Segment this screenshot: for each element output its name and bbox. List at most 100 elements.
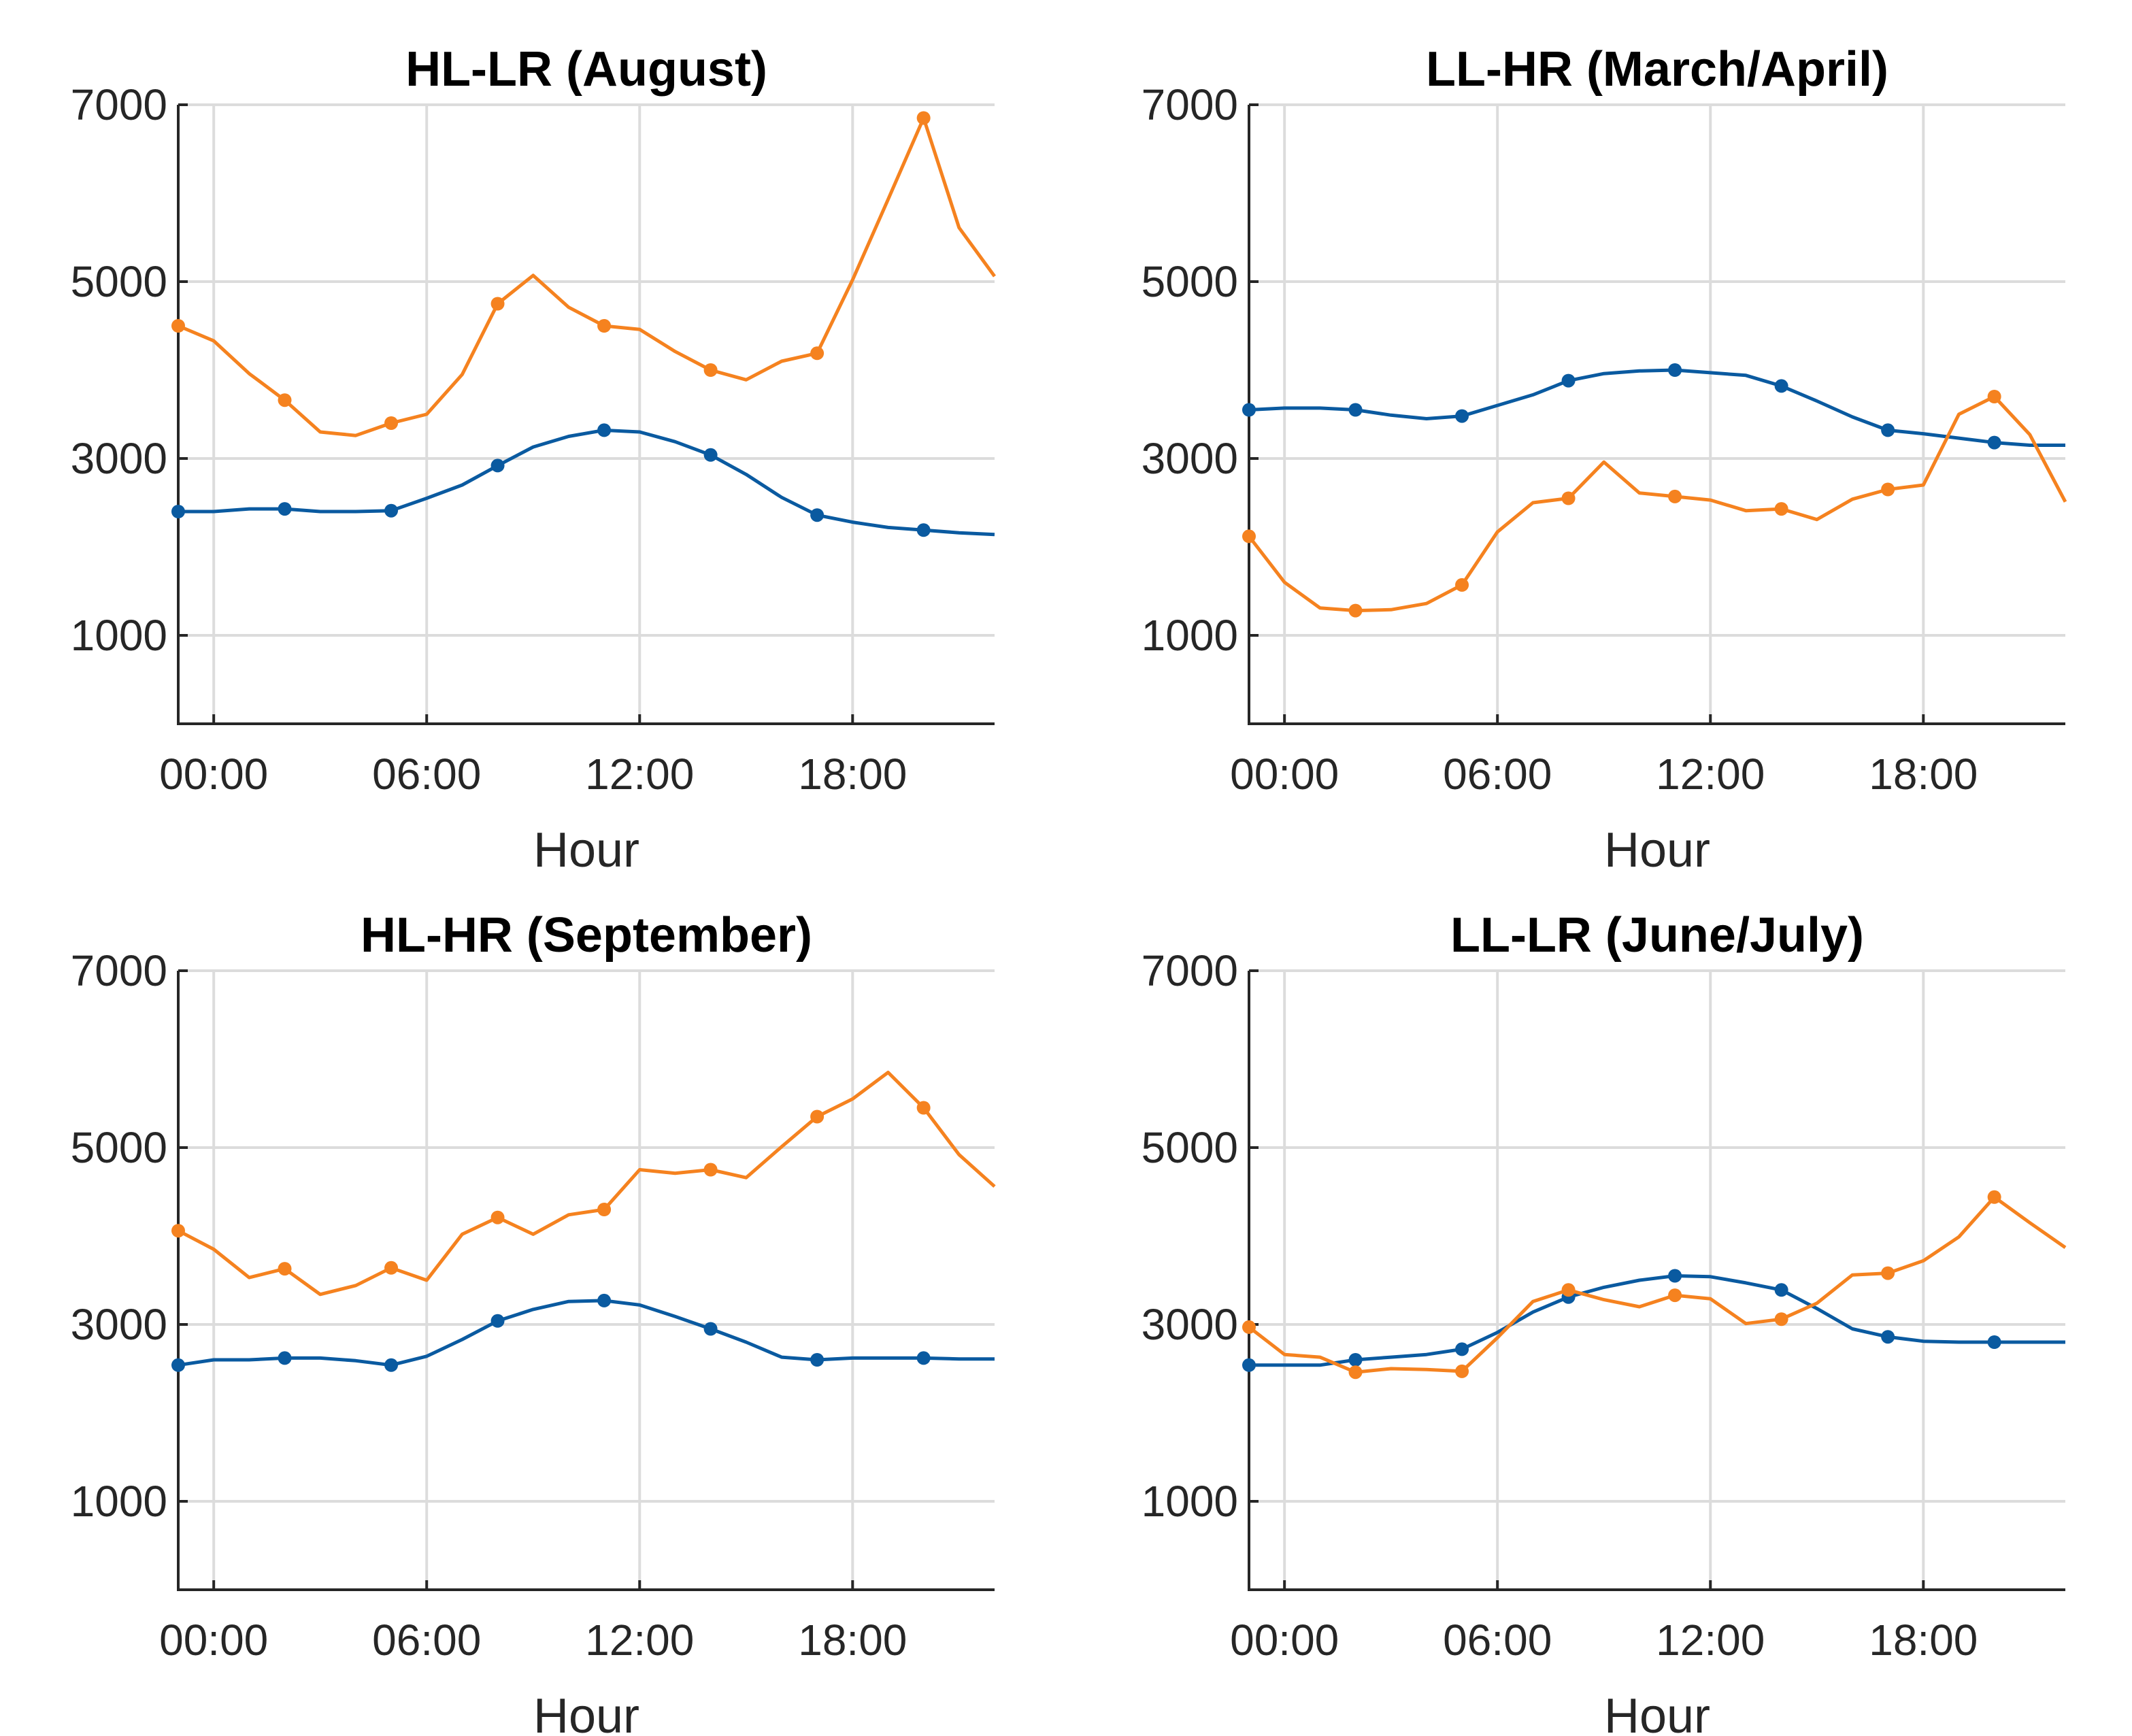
x-axis-label: Hour — [1604, 823, 1710, 878]
y-tick-label: 1000 — [1142, 1477, 1238, 1526]
data-point — [1668, 1269, 1682, 1283]
data-point — [384, 416, 399, 430]
x-tick-label: 06:00 — [1443, 750, 1552, 799]
y-tick-label: 5000 — [1142, 257, 1238, 306]
x-tick-label: 06:00 — [372, 1616, 481, 1665]
data-point — [278, 502, 292, 516]
data-point — [810, 508, 825, 522]
x-tick-label: 12:00 — [1656, 1616, 1765, 1665]
data-point — [1881, 482, 1895, 497]
data-point — [597, 319, 612, 333]
x-tick-label: 06:00 — [372, 750, 481, 799]
data-point — [810, 346, 825, 361]
series-a — [1242, 1269, 2065, 1372]
data-point — [597, 1293, 612, 1307]
x-tick-label: 18:00 — [798, 1616, 907, 1665]
data-point — [171, 1358, 185, 1372]
data-point — [1774, 1283, 1788, 1297]
y-tick-label: 7000 — [1142, 946, 1238, 995]
data-point — [1881, 1330, 1895, 1344]
series-line — [178, 428, 995, 537]
data-point — [171, 505, 185, 518]
data-point — [1774, 379, 1788, 393]
series-line — [1248, 368, 2065, 447]
data-point — [1668, 1288, 1682, 1303]
data-point — [597, 423, 612, 437]
series-b — [1242, 390, 2067, 618]
data-point — [1561, 1283, 1576, 1297]
data-point — [1987, 1335, 2001, 1349]
chart-panel-hl-hr: HL-HR (September) Hour 1000 3000 5000 7000 0… — [71, 908, 996, 1736]
chart-title: HL-LR (August) — [405, 42, 767, 97]
data-point — [1774, 1312, 1788, 1326]
series-a — [171, 1293, 995, 1372]
data-point — [810, 1353, 825, 1367]
data-point — [1348, 403, 1363, 417]
data-point — [916, 111, 931, 125]
chart-panel-hl-lr: HL-LR (August) Hour 1000 3000 5000 7000 00:0… — [71, 42, 997, 878]
axes — [1248, 105, 2065, 725]
data-point — [1561, 491, 1576, 505]
data-point — [1242, 1358, 1256, 1372]
axes — [1248, 971, 2065, 1591]
y-tick-label: 5000 — [71, 257, 167, 306]
data-point — [171, 1224, 185, 1238]
grid — [1249, 969, 2065, 1590]
data-point — [1455, 409, 1469, 423]
chart-title: LL-HR (March/April) — [1426, 42, 1888, 97]
series-b — [171, 1071, 996, 1297]
data-point — [1668, 363, 1682, 377]
axes — [177, 971, 995, 1591]
data-point — [1987, 435, 2001, 450]
data-point — [1987, 390, 2001, 403]
x-tick-label: 18:00 — [798, 750, 907, 799]
data-point — [384, 1261, 399, 1275]
data-point — [1455, 578, 1469, 592]
x-tick-label: 00:00 — [1230, 1616, 1339, 1665]
chart-title: LL-LR (June/July) — [1450, 908, 1864, 963]
series-a — [171, 423, 995, 537]
data-point — [703, 1163, 718, 1177]
series-line — [1248, 395, 2067, 613]
series-line — [177, 1071, 996, 1297]
x-tick-label: 00:00 — [1230, 750, 1339, 799]
data-point — [1455, 1342, 1469, 1356]
series-line — [178, 1299, 995, 1367]
y-tick-label: 5000 — [71, 1123, 167, 1172]
data-point — [490, 297, 505, 311]
data-point — [1881, 1266, 1895, 1280]
x-tick-label: 12:00 — [585, 1616, 694, 1665]
data-point — [278, 393, 292, 407]
data-point — [490, 458, 505, 473]
x-tick-label: 18:00 — [1869, 1616, 1978, 1665]
x-tick-label: 18:00 — [1869, 750, 1978, 799]
data-point — [490, 1314, 505, 1328]
axes — [177, 105, 995, 725]
y-tick-label: 3000 — [1142, 434, 1238, 483]
y-tick-label: 3000 — [71, 434, 167, 483]
y-tick-label: 7000 — [71, 80, 167, 129]
x-axis-label: Hour — [533, 823, 639, 878]
y-tick-label: 7000 — [71, 946, 167, 995]
y-tick-label: 5000 — [1142, 1123, 1238, 1172]
series-line — [1249, 1274, 2065, 1367]
y-tick-label: 1000 — [71, 1477, 167, 1526]
data-point — [916, 1101, 931, 1115]
data-point — [1242, 403, 1256, 417]
chart-panel-ll-hr: LL-HR (March/April) Hour 1000 3000 5000 700… — [1142, 42, 2067, 878]
y-tick-label: 3000 — [1142, 1300, 1238, 1349]
grid — [178, 969, 995, 1590]
data-point — [810, 1109, 825, 1124]
series-b — [1242, 1190, 2067, 1380]
chart-title: HL-HR (September) — [361, 908, 812, 963]
data-point — [1348, 603, 1363, 618]
data-point — [1455, 1364, 1469, 1378]
data-point — [171, 319, 185, 333]
data-point — [597, 1203, 612, 1216]
x-tick-label: 00:00 — [159, 750, 268, 799]
series-line — [1248, 1195, 2067, 1374]
data-point — [703, 363, 718, 377]
data-point — [1242, 529, 1256, 544]
y-tick-label: 1000 — [71, 611, 167, 660]
data-point — [1242, 1320, 1256, 1334]
